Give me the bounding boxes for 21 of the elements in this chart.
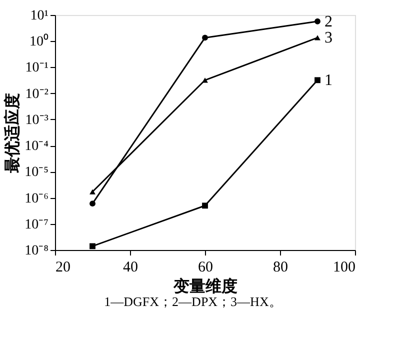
y-tick-label: 10⁰ bbox=[30, 34, 48, 50]
y-tick-label: 10⁻⁶ bbox=[24, 191, 49, 206]
y-tick-label: 10⁻⁸ bbox=[24, 244, 49, 258]
y-tick-label: 10¹ bbox=[30, 8, 48, 24]
y-tick-label: 10⁻⁵ bbox=[24, 165, 49, 180]
x-axis-title: 变量维度 bbox=[172, 276, 238, 296]
x-tick-label: 80 bbox=[273, 260, 288, 276]
series-label: 2 bbox=[324, 13, 332, 30]
x-tick-label: 40 bbox=[123, 260, 138, 276]
y-tick-label: 10⁻² bbox=[25, 86, 48, 102]
y-tick-label: 10⁻³ bbox=[25, 112, 48, 128]
series-label: 1 bbox=[324, 72, 332, 90]
y-tick-label: 10⁻⁷ bbox=[24, 217, 49, 232]
text: 1—DGFX；2—DPX；3—HX。 bbox=[104, 294, 282, 309]
y-tick-label: 10⁻⁴ bbox=[24, 139, 49, 154]
y-tick-label: 10⁻¹ bbox=[25, 60, 48, 76]
x-tick-label: 20 bbox=[56, 260, 70, 276]
x-tick-label: 100 bbox=[333, 260, 356, 276]
y-axis-title: 最优适应度 bbox=[2, 93, 22, 174]
series-label: 3 bbox=[324, 30, 332, 47]
x-tick-label: 60 bbox=[198, 260, 213, 276]
